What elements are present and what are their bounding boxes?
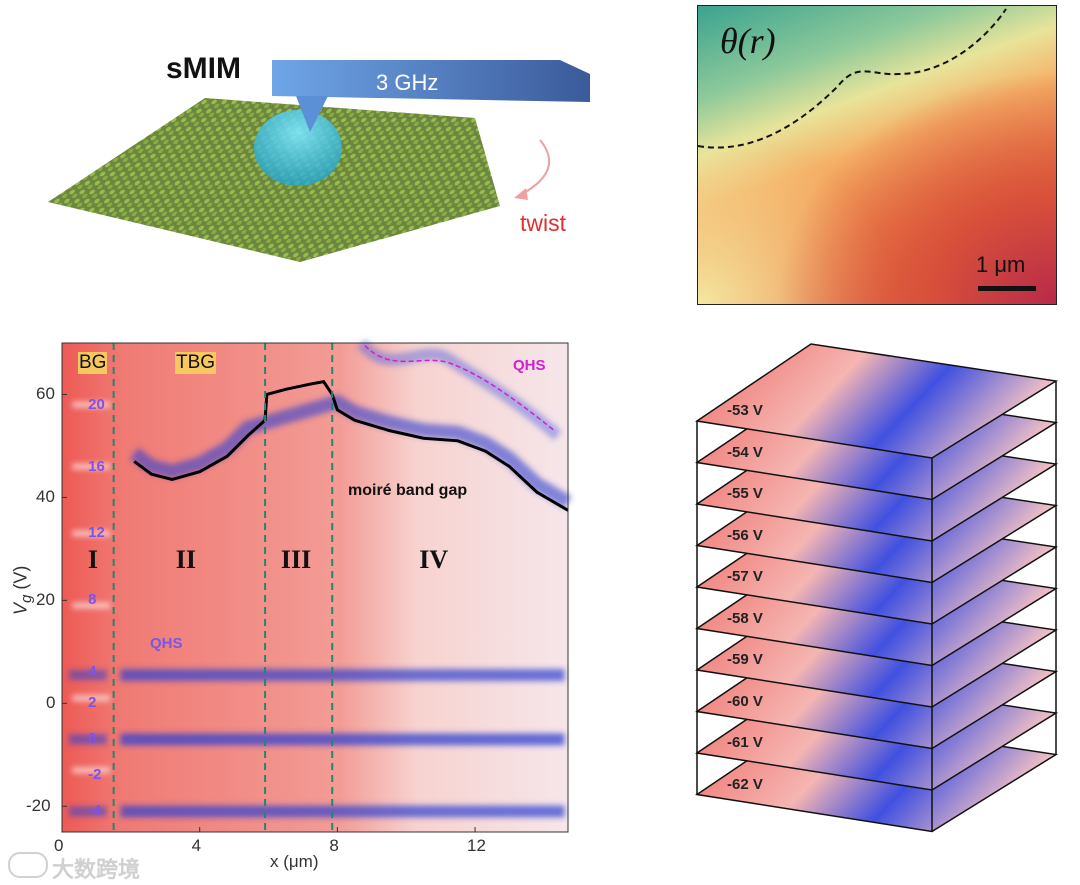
plot-frame — [61, 342, 569, 833]
x-tick-label: 12 — [467, 836, 486, 855]
layer-voltage-label: -60 V — [727, 692, 763, 710]
qhs-band — [120, 805, 565, 818]
filling-factor-label: 16 — [88, 457, 105, 475]
map-background — [62, 343, 568, 832]
filling-factor-label: 20 — [88, 395, 105, 413]
twist-arrowhead — [514, 188, 528, 200]
faint-band — [72, 695, 111, 702]
watermark: 大数跨境 — [52, 857, 141, 882]
qhs-band — [120, 733, 565, 746]
domain-boundary — [698, 8, 1036, 291]
technique-label: sMIM — [166, 52, 241, 85]
faint-band — [72, 463, 111, 470]
filling-factor-label: 8 — [88, 591, 97, 609]
watermark-logo — [8, 852, 48, 878]
filling-factor-label: 4 — [88, 663, 97, 681]
moire-gap-curve — [133, 379, 569, 512]
x-axis-label: x (μm) — [270, 852, 319, 871]
layer-voltage-label: -57 V — [727, 568, 763, 585]
region-label: I — [87, 545, 99, 575]
y-tick-label: 0 — [46, 693, 56, 713]
map-title: θ(r) — [720, 21, 776, 61]
material-label-tbg: TBG — [175, 352, 217, 374]
field-hemisphere — [254, 110, 342, 186]
voltage-layer — [695, 343, 1059, 459]
cantilever — [272, 60, 590, 102]
twist-angle-map: θ(r) 1 μm — [697, 5, 1057, 305]
scale-bar-label: 1 μm — [976, 252, 1026, 277]
qhs-dashed-line — [364, 345, 555, 432]
region-label: III — [280, 545, 312, 575]
layer-voltage-label: -62 V — [727, 775, 763, 793]
layer-voltage-label: -54 V — [727, 443, 763, 461]
layer-voltage-label: -61 V — [727, 734, 763, 751]
qhs-band — [120, 669, 565, 682]
qhs-label: QHS — [150, 635, 183, 652]
material-label-bg: BG — [78, 352, 108, 374]
region-label: II — [175, 545, 197, 575]
filling-factor-label: 12 — [88, 524, 105, 542]
gap-band — [130, 394, 572, 509]
region-label: IV — [419, 545, 449, 575]
y-tick-label: 60 — [36, 384, 55, 404]
y-tick-label: 40 — [36, 487, 55, 507]
faint-band — [72, 530, 111, 537]
layer-voltage-label: -55 V — [727, 485, 763, 502]
layer-voltage-label: -58 V — [727, 609, 763, 627]
faint-band — [72, 767, 111, 774]
faint-band — [72, 401, 111, 408]
qhs-band — [68, 734, 107, 745]
y-tick-label: -20 — [26, 796, 51, 816]
y-tick-label: 20 — [36, 590, 55, 610]
scale-bar — [978, 286, 1036, 291]
probe-tip — [296, 96, 328, 132]
filling-factor-label: 2 — [88, 694, 97, 712]
twist-arrow — [521, 139, 551, 195]
frequency-label: 3 GHz — [376, 70, 439, 95]
layer-voltage-label: -53 V — [727, 402, 763, 419]
filling-factor-label: -2 — [88, 766, 102, 784]
layer-voltage-label: -56 V — [727, 526, 763, 544]
filling-factor-label: -4 — [88, 802, 102, 820]
twist-label: twist — [520, 210, 566, 236]
faint-band — [72, 602, 111, 609]
graphene-lattice — [48, 98, 500, 262]
filling-factor-label: 0 — [88, 730, 97, 748]
qhs-top-label: QHS — [513, 357, 546, 374]
gap-label: moiré band gap — [348, 482, 468, 499]
layer-voltage-label: -59 V — [727, 651, 763, 668]
x-tick-label: 8 — [329, 836, 339, 855]
x-tick-label: 4 — [191, 836, 202, 855]
qhs-band — [68, 806, 107, 817]
qhs-band — [68, 670, 107, 681]
x-tick-label: 0 — [54, 836, 64, 855]
